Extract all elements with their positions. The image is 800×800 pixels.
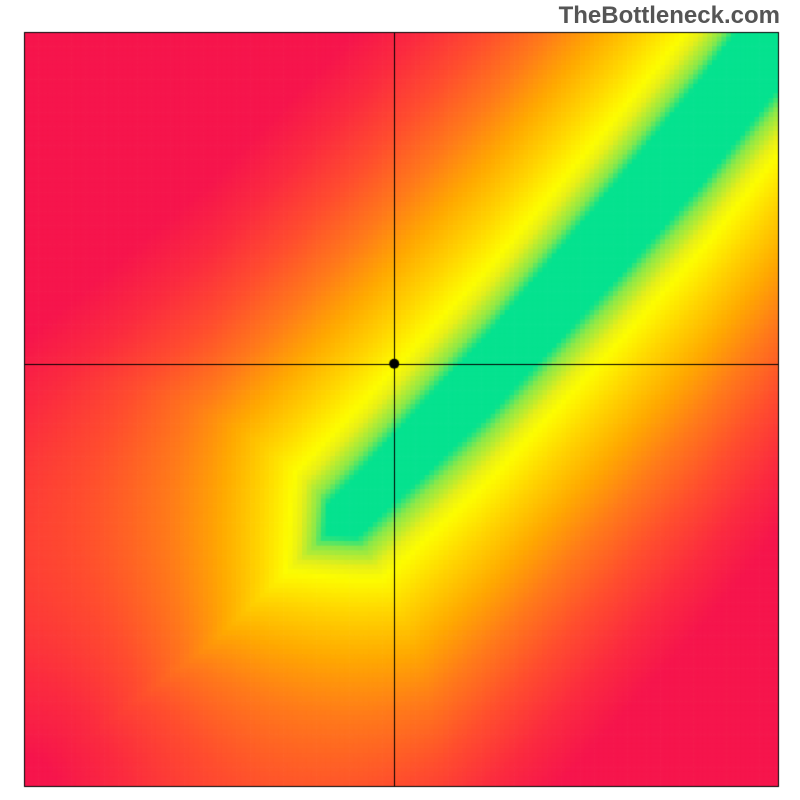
chart-container: { "watermark": { "text": "TheBottleneck.… <box>0 0 800 800</box>
bottleneck-heatmap <box>0 0 800 800</box>
watermark-text: TheBottleneck.com <box>559 2 780 30</box>
